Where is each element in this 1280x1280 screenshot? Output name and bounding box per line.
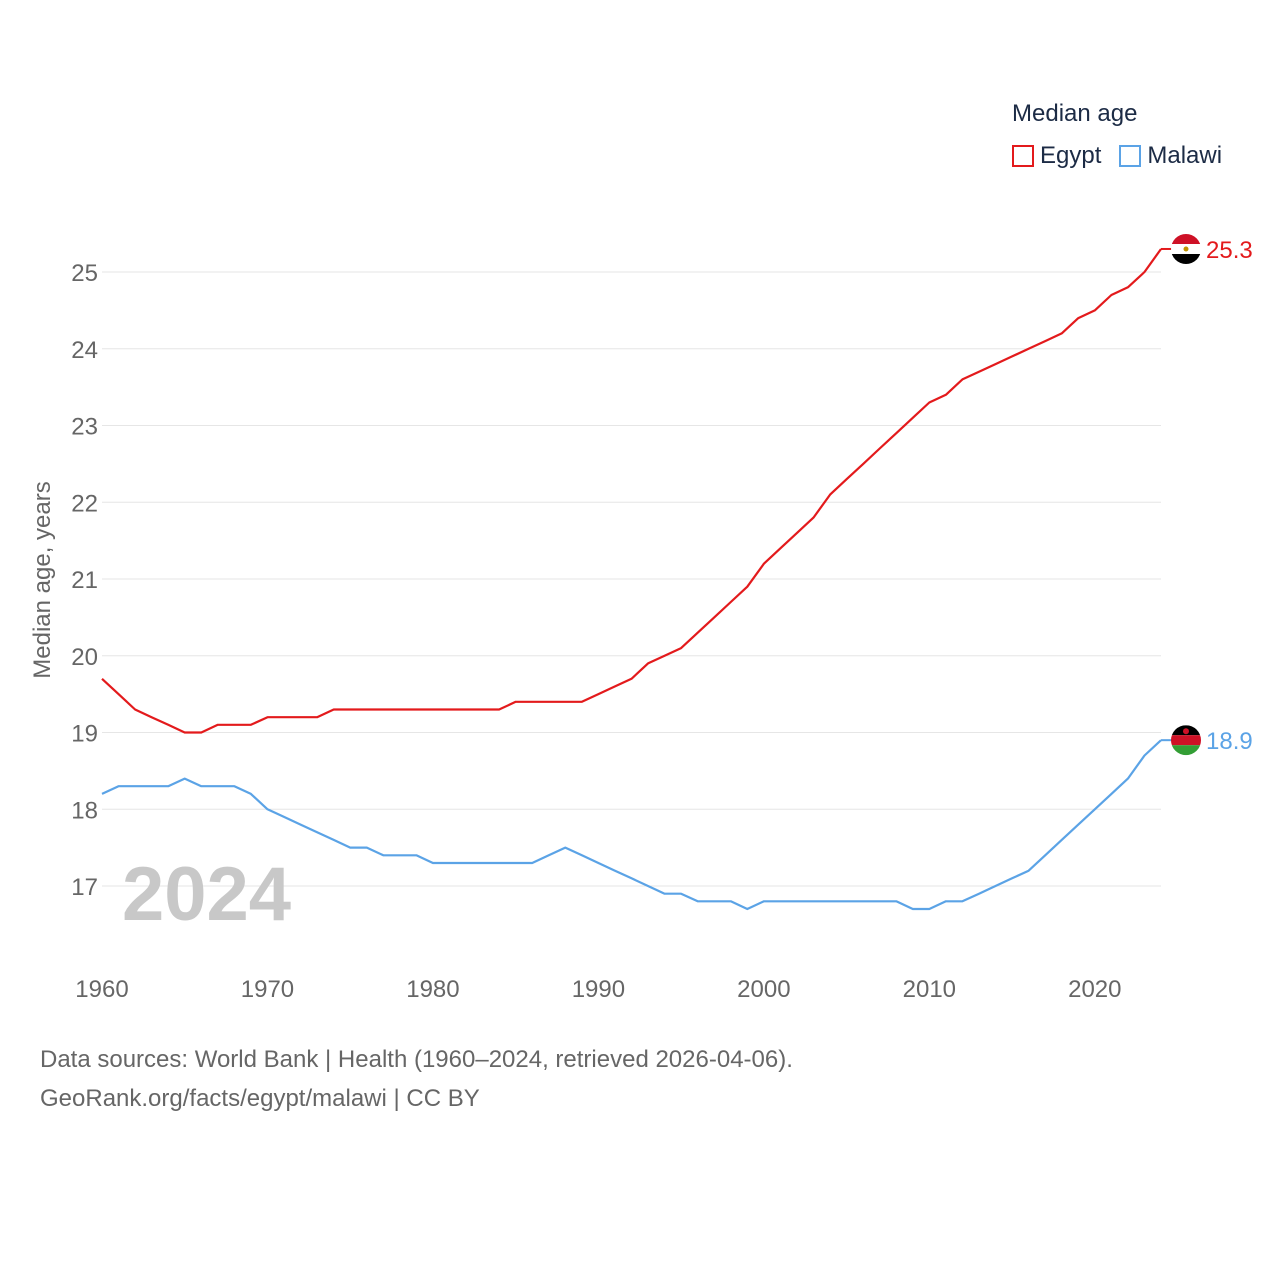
egypt-flag-icon — [1171, 234, 1201, 264]
x-tick-label: 2000 — [737, 976, 790, 1003]
x-tick-label: 1990 — [572, 976, 625, 1003]
x-tick-label: 1980 — [406, 976, 459, 1003]
x-tick-label: 2020 — [1068, 976, 1121, 1003]
legend-swatch-malawi — [1119, 145, 1142, 167]
y-axis-ticks: 17 18 19 20 21 22 23 24 25 — [71, 260, 98, 901]
current-year-watermark: 2024 — [122, 852, 291, 937]
x-tick-label: 1960 — [75, 976, 128, 1003]
x-tick-label: 1970 — [241, 976, 294, 1003]
end-label-egypt: 25.3 — [1206, 237, 1253, 264]
series-lines — [101, 247, 1172, 911]
attribution-link[interactable]: GeoRank.org/facts/egypt/malawi | CC BY — [40, 1085, 480, 1112]
y-tick-label: 25 — [71, 260, 98, 287]
malawi-flag-icon — [1171, 725, 1201, 756]
legend-item-malawi[interactable]: Malawi — [1119, 142, 1222, 170]
y-tick-label: 19 — [71, 721, 98, 748]
series-line-malawi — [101, 739, 1162, 911]
y-tick-label: 24 — [71, 337, 98, 364]
end-label-malawi: 18.9 — [1206, 728, 1253, 755]
grid-lines — [102, 271, 1161, 887]
y-tick-label: 23 — [71, 414, 98, 441]
y-tick-label: 21 — [71, 567, 98, 594]
y-axis-label: Median age, years — [29, 481, 56, 678]
y-tick-label: 22 — [71, 490, 98, 517]
data-source-text: Data sources: World Bank | Health (1960–… — [40, 1046, 793, 1073]
x-axis-ticks: 1960 1970 1980 1990 2000 2010 2020 — [75, 976, 1121, 1003]
legend-label-malawi: Malawi — [1147, 142, 1223, 169]
series-line-egypt — [101, 248, 1162, 734]
end-markers — [1171, 234, 1201, 756]
y-tick-label: 18 — [71, 797, 98, 824]
legend-label-egypt: Egypt — [1040, 142, 1102, 169]
y-tick-label: 20 — [71, 644, 98, 671]
legend-swatch-egypt — [1012, 145, 1034, 167]
end-value-labels: 25.3 18.9 — [1206, 237, 1253, 755]
y-tick-label: 17 — [71, 874, 98, 901]
x-tick-label: 2010 — [903, 976, 956, 1003]
legend-title: Median age — [1012, 100, 1138, 127]
legend-item-egypt[interactable]: Egypt — [1012, 142, 1101, 170]
legend: Egypt Malawi — [1012, 142, 1222, 170]
